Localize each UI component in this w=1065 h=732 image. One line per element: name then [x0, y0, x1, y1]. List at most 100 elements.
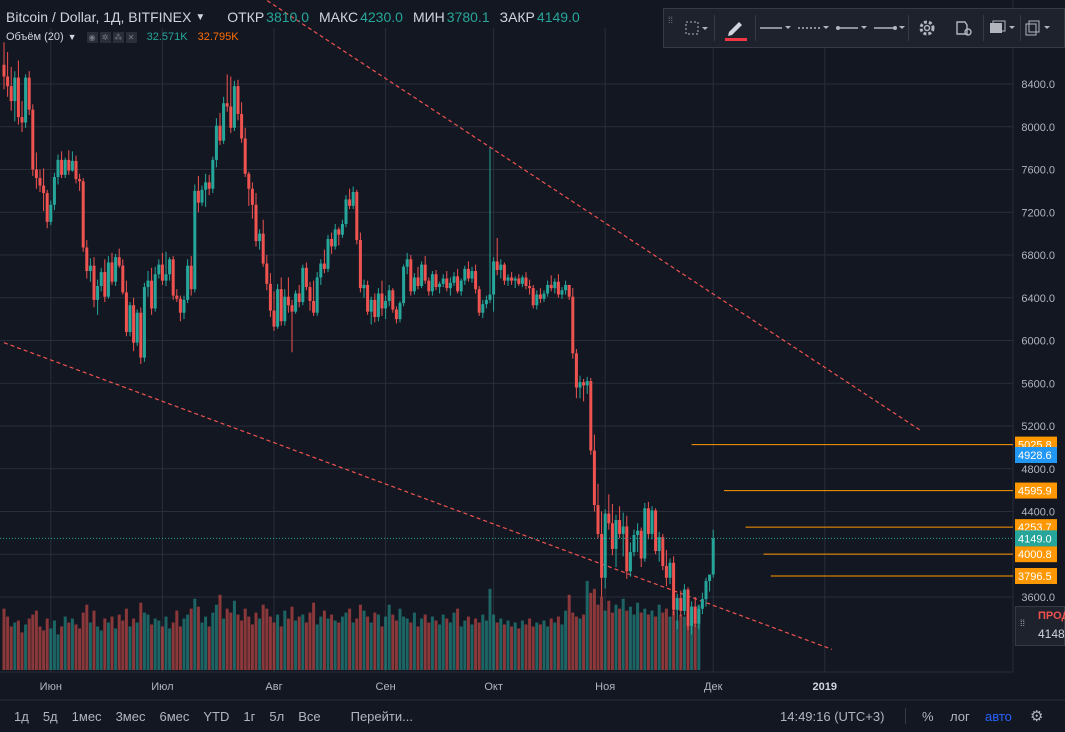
volume-bar	[67, 622, 71, 670]
time-tick-label: Ноя	[595, 681, 615, 693]
settings-icon[interactable]: ✲	[99, 31, 111, 43]
copy-icon[interactable]	[1021, 13, 1055, 43]
candle-body	[690, 606, 694, 626]
timeframe-all[interactable]: Все	[298, 708, 321, 724]
timeframe-5d[interactable]: 5д	[42, 708, 58, 724]
timeframe-1m[interactable]: 1мес	[71, 708, 102, 724]
line-style-dashed-icon[interactable]	[794, 13, 832, 43]
volume-bar	[348, 608, 352, 670]
more-icon[interactable]: ⁂	[112, 31, 124, 43]
candle-body	[463, 268, 467, 281]
volume-bar	[592, 588, 596, 670]
candle-body	[348, 199, 352, 206]
candle-body	[150, 280, 154, 309]
candle-body	[106, 262, 110, 297]
alert-clone-icon[interactable]	[945, 13, 983, 43]
select-area-icon[interactable]	[680, 13, 714, 43]
volume-bar	[643, 608, 647, 670]
symbol-dropdown-caret-icon[interactable]: ▼	[195, 11, 206, 23]
candle-body	[420, 264, 424, 286]
line-arrow-icon[interactable]	[870, 13, 908, 43]
price-level-label: 4000.8	[1018, 549, 1052, 561]
candle-body	[146, 280, 150, 288]
line-style-solid-icon[interactable]	[756, 13, 794, 43]
timeframe-5y[interactable]: 5л	[269, 708, 285, 724]
candle-body	[682, 589, 686, 611]
candle-body	[135, 312, 139, 343]
volume-bar	[535, 622, 539, 670]
candle-body	[286, 296, 290, 306]
volume-indicator-name[interactable]: Объём (20)	[6, 31, 64, 43]
close-icon[interactable]: ✕	[125, 31, 137, 43]
price-level-badge	[1015, 546, 1057, 563]
volume-bar	[272, 622, 276, 670]
candle-body	[283, 296, 287, 322]
volume-bar	[416, 626, 420, 670]
volume-bar	[625, 610, 629, 670]
percent-scale-toggle[interactable]: %	[922, 708, 934, 724]
volume-bar	[477, 622, 481, 670]
candle-body	[340, 224, 344, 235]
toolbar-drag-handle[interactable]: ⁞⁞	[668, 15, 674, 25]
candle-body	[16, 77, 20, 118]
volume-bar	[654, 616, 658, 670]
goto-date-button[interactable]: Перейти...	[350, 708, 413, 724]
candle-body	[495, 261, 499, 270]
candle-body	[315, 277, 319, 313]
volume-bar	[142, 612, 146, 670]
line-end-icon[interactable]	[832, 13, 870, 43]
candle-body	[319, 263, 323, 278]
volume-bar	[52, 620, 56, 670]
volume-bar	[232, 600, 236, 670]
volume-bar	[488, 588, 492, 670]
candle-body	[488, 294, 492, 300]
candle-body	[693, 606, 697, 624]
chart-settings-icon[interactable]: ⚙	[1030, 708, 1044, 725]
log-scale-toggle[interactable]: лог	[950, 708, 970, 724]
timeframe-3m[interactable]: 3мес	[115, 708, 146, 724]
time-tick-label: 2019	[813, 681, 837, 693]
candle-body	[99, 272, 103, 286]
timeframe-1y[interactable]: 1г	[243, 708, 256, 724]
settings-gear-icon[interactable]	[909, 13, 945, 43]
candle-body	[535, 294, 539, 306]
candle-body	[85, 247, 89, 272]
volume-bar	[495, 622, 499, 670]
candle-body	[567, 284, 571, 297]
volume-bar	[276, 614, 280, 670]
volume-bar	[229, 612, 233, 670]
panel-drag-handle-icon[interactable]: ⁞⁞	[1020, 618, 1026, 628]
clock[interactable]: 14:49:16 (UTC+3)	[780, 708, 885, 724]
volume-bar	[240, 620, 244, 670]
timeframe-6m[interactable]: 6мес	[159, 708, 190, 724]
candle-body	[538, 294, 542, 299]
volume-bar	[49, 628, 53, 670]
volume-bar	[614, 604, 618, 670]
candle-body	[654, 510, 658, 552]
timeframe-ytd[interactable]: YTD	[203, 708, 230, 724]
volume-bar	[524, 624, 528, 670]
eye-icon[interactable]: ◉	[86, 31, 98, 43]
candle-body	[214, 125, 218, 160]
sell-label[interactable]: ПРОД	[1038, 610, 1065, 622]
candle-body	[477, 289, 481, 313]
symbol-title[interactable]: Bitcoin / Dollar, 1Д, BITFINEX	[6, 9, 192, 25]
order-panel[interactable]: ⁞⁞ ПРОД 4148	[1015, 606, 1065, 646]
pencil-icon[interactable]	[715, 13, 755, 43]
layers-icon[interactable]	[984, 13, 1020, 43]
volume-dropdown-caret-icon[interactable]: ▼	[67, 32, 77, 42]
volume-bar	[250, 624, 254, 670]
candle-body	[355, 191, 359, 241]
volume-bar	[27, 618, 31, 670]
candle-body	[96, 285, 100, 300]
timeframe-1d[interactable]: 1д	[14, 708, 29, 724]
volume-bar	[308, 612, 312, 670]
price-level-label: 4595.9	[1018, 486, 1052, 498]
candle-body	[582, 382, 586, 386]
auto-scale-toggle[interactable]: авто	[985, 708, 1012, 724]
candle-body	[193, 190, 197, 290]
trendline	[3, 342, 833, 650]
candle-body	[441, 278, 445, 284]
price-tick-label: 6000.0	[1021, 336, 1055, 348]
